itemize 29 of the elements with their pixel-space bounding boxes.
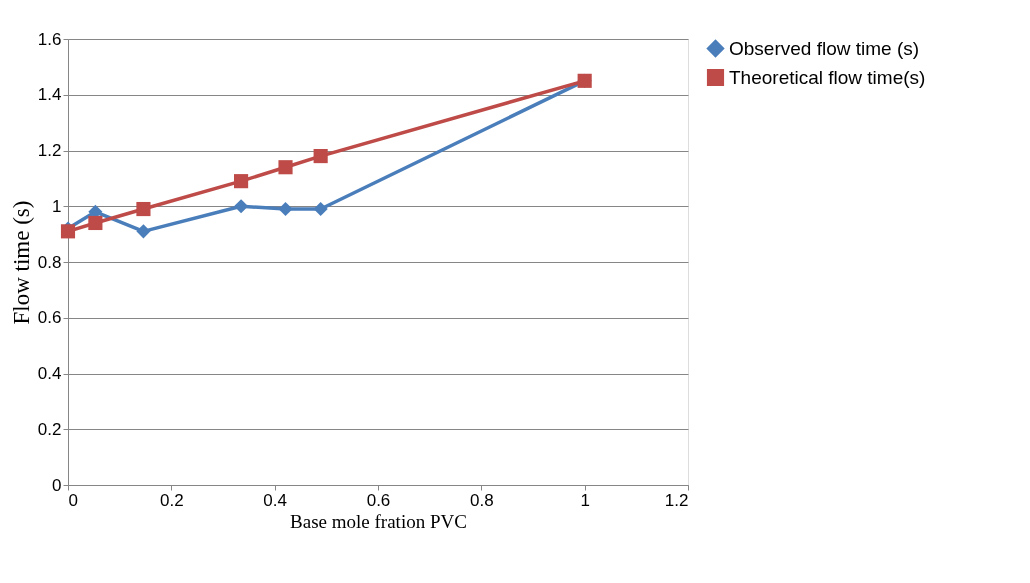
legend-label: Theoretical flow time(s) [729, 66, 926, 88]
x-tick-label: 0.4 [263, 490, 287, 510]
x-tick-label: 1.2 [664, 490, 689, 510]
legend-label: Observed flow time (s) [729, 37, 920, 59]
point [234, 174, 249, 189]
x-tick-label: 0.2 [160, 490, 184, 510]
point [88, 215, 103, 231]
point [234, 199, 249, 214]
y-tick-label: 1.6 [37, 29, 62, 49]
y-tick-label: 0.8 [37, 252, 62, 272]
y-tick-label: 0.2 [37, 419, 62, 439]
y-tick-label: 1.2 [37, 141, 62, 160]
point [313, 149, 328, 164]
x-axis-title: Base mole fration PVC [290, 510, 467, 532]
y-tick-label: 0 [52, 475, 62, 495]
point [278, 160, 293, 175]
x-tick-label: 0.6 [366, 490, 391, 510]
y-axis-title: Flow time (s) [8, 200, 34, 325]
y-tick-label: 1 [52, 196, 62, 216]
point [136, 224, 151, 239]
y-tick-label: 0.4 [37, 364, 62, 383]
y-tick-label: 1.4 [37, 85, 62, 105]
x-tick-label: 0 [68, 490, 78, 510]
x-tick-label: 0.8 [470, 490, 494, 510]
y-tick-label: 0.6 [37, 308, 62, 328]
x-tick-label: 1 [580, 490, 590, 510]
point [136, 201, 151, 217]
point [278, 201, 293, 217]
point [313, 201, 328, 217]
